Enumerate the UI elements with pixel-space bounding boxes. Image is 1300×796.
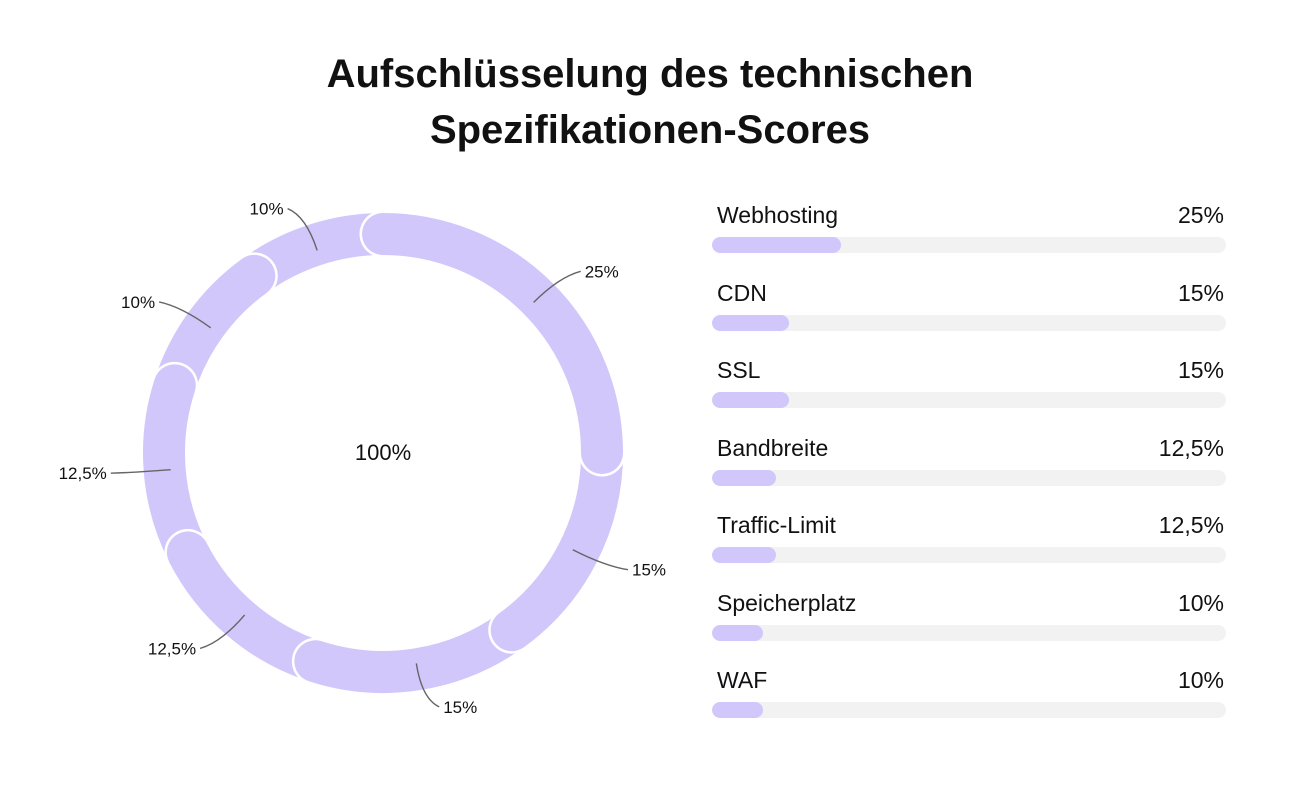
progress-fill: [712, 702, 764, 718]
legend-value: 10%: [1177, 589, 1224, 616]
progress-track: [712, 702, 1226, 718]
slice-label-2: 15%: [632, 561, 666, 580]
progress-track: [712, 469, 1226, 486]
legend-row-6: Speicherplatz 10%: [712, 584, 1226, 662]
chart-title-line-1: Aufschlüsselung des technischen: [326, 52, 974, 96]
chart-title-line-2: Spezifikationen-Scores: [429, 108, 871, 152]
legend-value: 15%: [1177, 357, 1224, 383]
legend-label: CDN: [717, 279, 767, 306]
progress-track: [712, 624, 1226, 641]
slice-label-6: 10%: [121, 293, 155, 312]
slice-label-3: 15%: [443, 698, 477, 717]
legend-row-4: Bandbreite 12,5%: [712, 429, 1226, 507]
legend-value: 12,5%: [1158, 512, 1224, 538]
progress-fill: [712, 392, 790, 408]
legend-label: Traffic-Limit: [717, 512, 836, 538]
progress-fill: [712, 547, 777, 563]
donut-chart: 25% 15% 15% 12,5% 12,5% 10% 10% 100%: [59, 200, 666, 717]
legend-row-5: Traffic-Limit 12,5%: [712, 506, 1226, 584]
progress-track: [712, 392, 1226, 408]
legend-row-2: CDN 15%: [712, 274, 1226, 352]
legend-row-1: Webhosting 25%: [712, 196, 1226, 274]
progress-track: [712, 237, 1226, 253]
legend-value: 25%: [1177, 202, 1224, 228]
progress-fill: [712, 624, 764, 641]
legend-label: Bandbreite: [717, 434, 829, 461]
legend-row-7: WAF 10%: [712, 661, 1226, 739]
progress-fill: [712, 237, 841, 253]
legend-list: Webhosting 25% CDN 15% SSL 15% Bandbreite 12,5%…: [712, 196, 1226, 739]
slice-leader-line-3: [415, 663, 440, 708]
progress-fill: [712, 314, 790, 331]
donut-slice-1: [362, 213, 623, 474]
slice-leader-line-5: [110, 469, 171, 474]
progress-track: [712, 314, 1226, 331]
slice-label-1: 25%: [585, 262, 619, 281]
legend-value: 12,5%: [1158, 434, 1224, 461]
donut-slice-5: [143, 364, 209, 574]
legend-label: Speicherplatz: [717, 589, 857, 616]
legend-label: WAF: [717, 667, 768, 693]
legend-label: SSL: [717, 357, 761, 383]
legend-row-3: SSL 15%: [712, 351, 1226, 429]
slice-label-4: 12,5%: [148, 639, 196, 658]
slice-leader-line-4: [199, 614, 246, 650]
donut-slice-3: [294, 609, 533, 693]
slice-leader-line-1: [533, 270, 581, 303]
progress-track: [712, 547, 1226, 563]
chart-title: Aufschlüsselung des technischen Spezifik…: [0, 46, 1300, 158]
legend-value: 10%: [1177, 667, 1224, 693]
slice-leader-line-7: [287, 207, 318, 251]
slice-leader-line-2: [572, 549, 629, 571]
slice-label-leaders: [110, 207, 629, 708]
progress-fill: [712, 469, 777, 486]
slice-label-5: 12,5%: [59, 464, 107, 483]
slice-labels: 25% 15% 15% 12,5% 12,5% 10% 10%: [59, 200, 666, 717]
donut-center-label: 100%: [355, 440, 411, 465]
slice-leader-line-6: [158, 301, 212, 329]
legend-value: 15%: [1177, 279, 1224, 306]
donut-slice-2: [490, 432, 623, 652]
legend-label: Webhosting: [717, 202, 839, 228]
donut-slice-4: [166, 531, 337, 683]
slice-label-7: 10%: [250, 200, 284, 219]
